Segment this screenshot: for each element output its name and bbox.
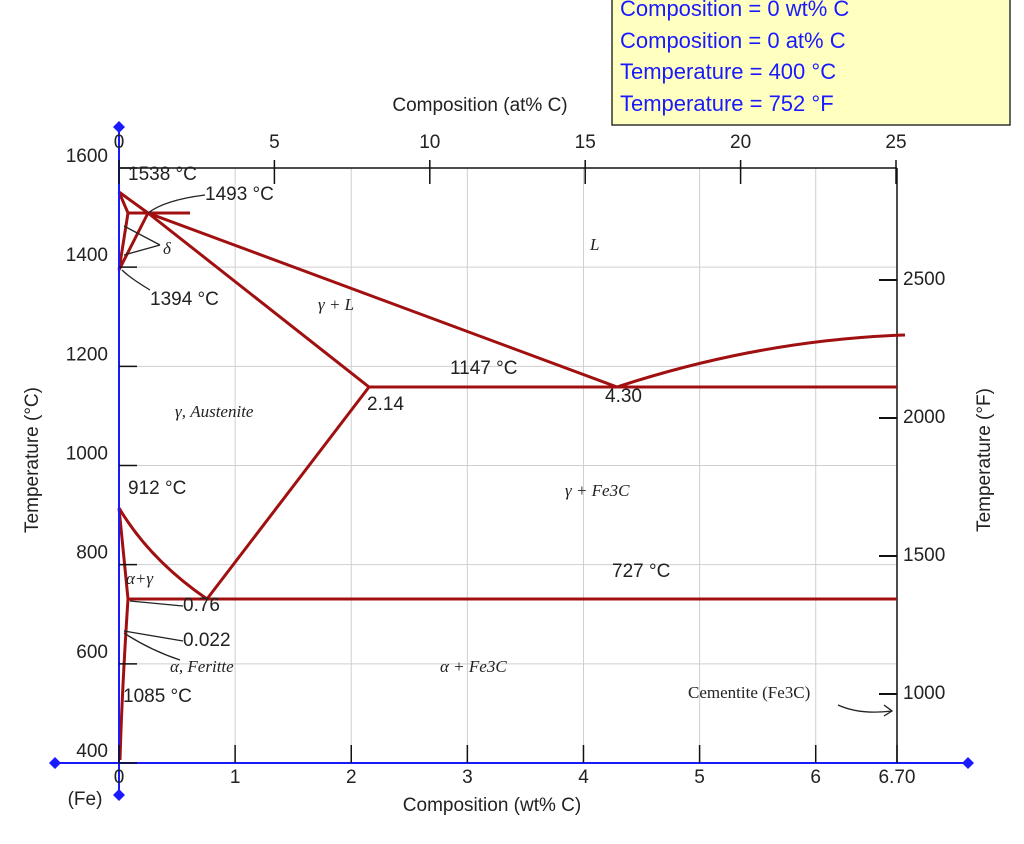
- arrows: [121, 194, 894, 717]
- info-line: Composition = 0 wt% C: [620, 0, 849, 21]
- right-tick-label: 1000: [903, 683, 945, 704]
- grid: [119, 168, 897, 763]
- delta-boundary: [117, 212, 150, 271]
- fe-label: (Fe): [68, 789, 103, 810]
- annotation: δ: [163, 239, 172, 258]
- top-tick-label: 10: [419, 132, 440, 153]
- x-tick-label: 2: [346, 767, 357, 788]
- arrow: [129, 600, 184, 607]
- acm-line: [205, 386, 371, 600]
- annotation: 727 °C: [612, 561, 670, 582]
- x-tick-label: 5: [694, 767, 705, 788]
- annotation: γ, Austenite: [175, 402, 254, 421]
- annotation: α + Fe3C: [440, 657, 507, 676]
- top-tick-label: 0: [114, 132, 125, 153]
- peritectic: [117, 191, 190, 215]
- arrow: [147, 194, 206, 214]
- top-tick-label: 5: [269, 132, 280, 153]
- liquidus-right: [616, 333, 906, 389]
- info-line: Composition = 0 at% C: [620, 28, 846, 53]
- x-tick-label: 1: [230, 767, 241, 788]
- x-tick-label: 0: [114, 767, 125, 788]
- annotation: γ + Fe3C: [565, 481, 630, 500]
- annotation: 0.022: [183, 630, 231, 651]
- alpha-boundary: [117, 507, 130, 761]
- annotation: 912 °C: [128, 478, 186, 499]
- annotation: 1394 °C: [150, 289, 219, 310]
- x-tick-label: 6: [810, 767, 821, 788]
- annotation: 1085 °C: [123, 686, 192, 707]
- top-tick-label: 20: [730, 132, 751, 153]
- right-tick-label: 1500: [903, 545, 945, 566]
- annotation: α, Feritte: [170, 657, 234, 676]
- y-tick-label: 1400: [66, 245, 108, 266]
- annotation: γ + L: [318, 295, 354, 314]
- y-tick-label: 1000: [66, 444, 108, 465]
- y-tick-label: 1200: [66, 344, 108, 365]
- solidus: [147, 211, 370, 389]
- arrow: [123, 225, 161, 256]
- annotation: L: [589, 235, 599, 254]
- annotations: 1538 °C 1493 °C δ 1394 °C γ + L L 1147 °…: [123, 164, 810, 707]
- top-tick-label: 15: [575, 132, 596, 153]
- y-tick-label: 800: [76, 543, 108, 564]
- right-axis-title: Temperature (°F): [974, 388, 995, 532]
- y-tick-label: 1600: [66, 146, 108, 167]
- info-line: Temperature = 400 °C: [620, 59, 836, 84]
- annotation: 0.76: [183, 595, 220, 616]
- top-axis-title: Composition (at% C): [392, 95, 567, 116]
- annotation: 1147 °C: [450, 358, 517, 379]
- arrow: [121, 269, 151, 291]
- x-tick-label: 4: [578, 767, 589, 788]
- bottom-axis-title: Composition (wt% C): [403, 795, 581, 816]
- x-tick-label: 6.70: [879, 767, 916, 788]
- info-box: [611, 0, 1011, 126]
- arrow: [123, 632, 181, 661]
- arrow: [837, 704, 894, 717]
- info-line: Temperature = 752 °F: [620, 91, 834, 116]
- annotation: 1493 °C: [205, 184, 274, 205]
- annotation: α+γ: [126, 569, 154, 588]
- right-tick-label: 2500: [903, 269, 945, 290]
- annotation: 1538 °C: [128, 164, 197, 185]
- ticks: 0 1 2 3 4 5 6 6.70 400 600 800 1000 1200 1400 1600 0 5 10…: [66, 132, 946, 788]
- arrow: [123, 630, 184, 642]
- a3-line: [117, 507, 208, 601]
- annotation: 2.14: [367, 394, 404, 415]
- annotation: 4.30: [605, 386, 642, 407]
- left-axis-title: Temperature (°C): [22, 387, 43, 533]
- top-tick-label: 25: [885, 132, 906, 153]
- right-tick-label: 2000: [903, 407, 945, 428]
- annotation: Cementite (Fe3C): [688, 683, 810, 702]
- x-tick-label: 3: [462, 767, 473, 788]
- phase-boundaries: [117, 190, 906, 761]
- y-tick-label: 400: [76, 741, 108, 762]
- y-tick-label: 600: [76, 642, 108, 663]
